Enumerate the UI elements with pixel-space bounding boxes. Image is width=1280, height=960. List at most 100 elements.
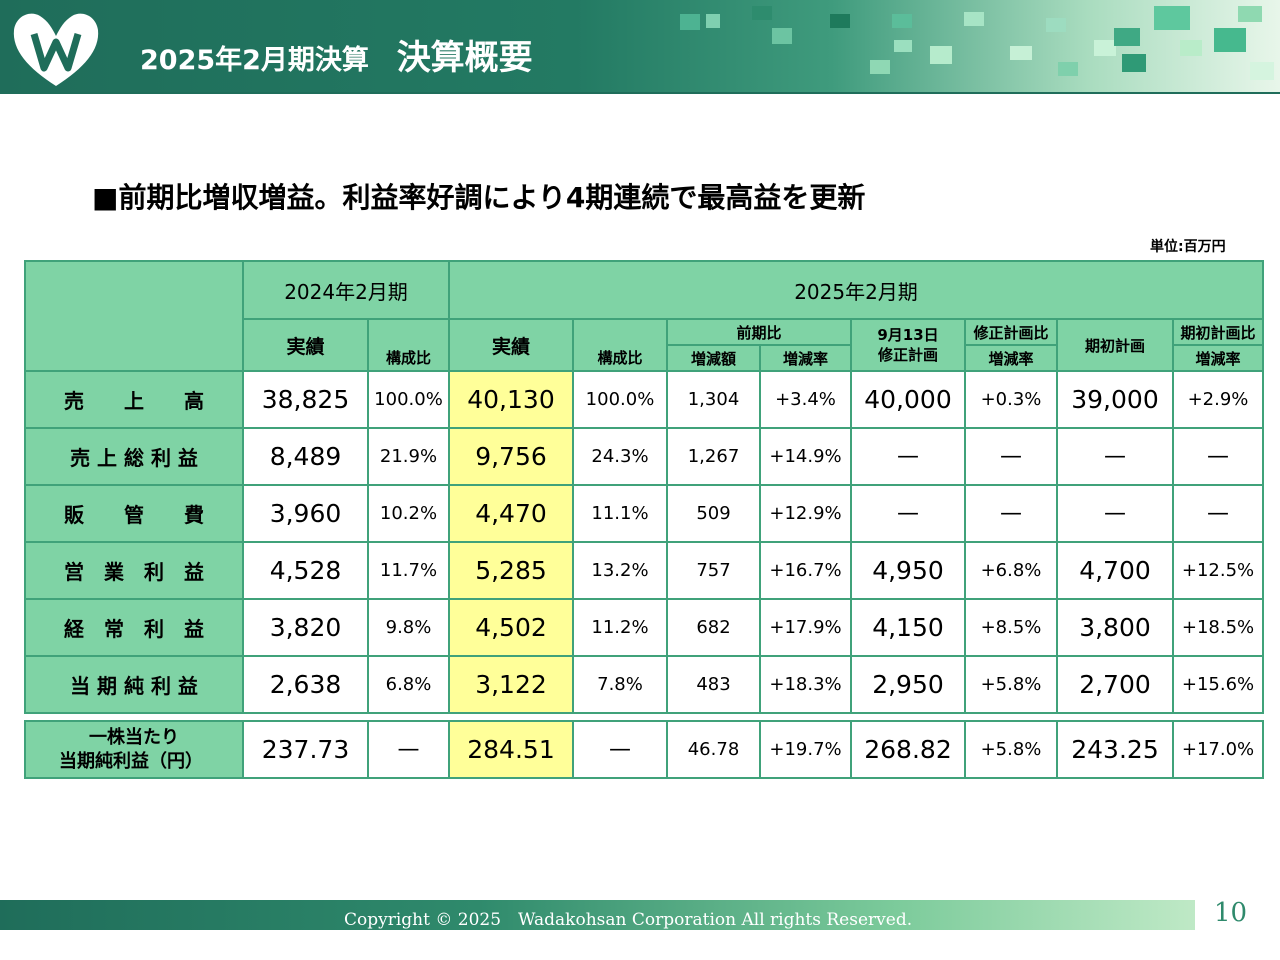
decorative-tile [964,12,984,26]
cell-revised-plan: 4,950 [850,541,966,600]
decorative-tile [1122,54,1146,72]
cell-ratio-2024: 21.9% [367,427,450,486]
cell-vs-initial-rate: +2.9% [1172,370,1264,429]
row-label: 売 上 高 [24,370,244,429]
decorative-tile [1250,62,1274,80]
cell-ratio-2024: — [367,720,450,779]
row-label: 販 管 費 [24,484,244,543]
initial-plan-header: 期初計画 [1056,318,1174,372]
cell-vs-revised-rate: +8.5% [964,598,1058,657]
footer-bar [0,900,1195,930]
vs-initial-header: 期初計画比 [1172,318,1264,346]
eps-label-line1: 一株当たり [89,726,179,748]
vs-revised-header: 修正計画比 [964,318,1058,346]
header-title-main: 決算概要 [396,38,533,78]
cell-actual-2025: 9,756 [448,427,574,486]
cell-vs-revised-rate: — [964,427,1058,486]
cell-ratio-2024: 6.8% [367,655,450,714]
cell-revised-plan: 268.82 [850,720,966,779]
decorative-tile [1046,18,1066,32]
cell-actual-2025: 3,122 [448,655,574,714]
table-row: 販 管 費 3,960 10.2% 4,470 11.1% 509 +12.9%… [24,484,1264,543]
cell-actual-2024: 38,825 [242,370,369,429]
decorative-tile [1094,40,1116,56]
financial-summary-table: 2024年2月期 2025年2月期 実績 構成比 実績 構成比 前期比 9月13… [24,260,1264,779]
cell-ratio-2024: 11.7% [367,541,450,600]
cell-ratio-2024: 9.8% [367,598,450,657]
cell-yoy-rate: +3.4% [759,370,852,429]
decorative-tile [1180,40,1202,56]
cell-initial-plan: — [1056,427,1174,486]
cell-initial-plan: 39,000 [1056,370,1174,429]
decorative-tile [706,14,720,28]
decorative-tile [1154,6,1190,30]
cell-yoy-rate: +16.7% [759,541,852,600]
cell-actual-2024: 4,528 [242,541,369,600]
cell-ratio-2024: 100.0% [367,370,450,429]
cell-ratio-2025: — [572,720,668,779]
ratio-2025-header: 構成比 [572,318,668,372]
vs-initial-rate-header: 増減率 [1172,344,1264,372]
cell-yoy-diff: 757 [666,541,761,600]
decorative-tile [1214,28,1246,52]
revised-plan-header: 9月13日 修正計画 [850,318,966,372]
cell-ratio-2025: 11.2% [572,598,668,657]
table-row: 売 上 高 38,825 100.0% 40,130 100.0% 1,304 … [24,370,1264,429]
cell-yoy-rate: +12.9% [759,484,852,543]
cell-vs-revised-rate: +6.8% [964,541,1058,600]
decorative-tile [892,14,912,28]
cell-yoy-diff: 1,267 [666,427,761,486]
decorative-tile [752,6,772,20]
cell-yoy-diff: 483 [666,655,761,714]
cell-actual-2025: 4,502 [448,598,574,657]
actual-2024-header: 実績 [242,318,369,372]
cell-actual-2024: 3,820 [242,598,369,657]
cell-vs-revised-rate: +0.3% [964,370,1058,429]
cell-ratio-2025: 11.1% [572,484,668,543]
row-label: 売 上 総 利 益 [24,427,244,486]
decorative-tile [1058,62,1078,76]
cell-yoy-rate: +17.9% [759,598,852,657]
cell-initial-plan: 243.25 [1056,720,1174,779]
decorative-tile [1238,6,1262,22]
header-band: 2025年2月期決算 決算概要 [0,0,1280,92]
decorative-tile [830,14,850,28]
table-row: 経 常 利 益 3,820 9.8% 4,502 11.2% 682 +17.9… [24,598,1264,657]
row-label: 当 期 純 利 益 [24,655,244,714]
header-title-period: 2025年2月期決算 [140,45,369,76]
decorative-tile [680,14,700,30]
cell-revised-plan: 2,950 [850,655,966,714]
decorative-tile [930,46,952,64]
unit-note: 単位:百万円 [1150,239,1226,255]
corner-header-cell [24,260,244,372]
table-row: 売 上 総 利 益 8,489 21.9% 9,756 24.3% 1,267 … [24,427,1264,486]
cell-ratio-2025: 24.3% [572,427,668,486]
cell-revised-plan: — [850,427,966,486]
cell-yoy-rate: +14.9% [759,427,852,486]
page-number: 10 [1214,898,1248,928]
cell-yoy-rate: +19.7% [759,720,852,779]
yoy-header: 前期比 [666,318,852,346]
cell-yoy-rate: +18.3% [759,655,852,714]
row-label: 営 業 利 益 [24,541,244,600]
eps-label: 一株当たり 当期純利益（円） [24,720,244,779]
cell-vs-initial-rate: +18.5% [1172,598,1264,657]
decorative-tile [1114,28,1140,46]
cell-ratio-2025: 100.0% [572,370,668,429]
cell-initial-plan: 3,800 [1056,598,1174,657]
cell-vs-initial-rate: +15.6% [1172,655,1264,714]
cell-vs-initial-rate: — [1172,427,1264,486]
cell-yoy-diff: 682 [666,598,761,657]
company-logo [13,13,99,87]
cell-vs-initial-rate: +12.5% [1172,541,1264,600]
cell-vs-initial-rate: +17.0% [1172,720,1264,779]
actual-2025-header: 実績 [448,318,574,372]
yoy-rate-header: 増減率 [759,344,852,372]
cell-initial-plan: 4,700 [1056,541,1174,600]
decorative-tile [772,28,792,44]
table-row: 営 業 利 益 4,528 11.7% 5,285 13.2% 757 +16.… [24,541,1264,600]
decorative-tile [894,40,912,52]
cell-actual-2025: 5,285 [448,541,574,600]
eps-label-line2: 当期純利益（円） [59,750,203,772]
ratio-2024-header: 構成比 [367,318,450,372]
